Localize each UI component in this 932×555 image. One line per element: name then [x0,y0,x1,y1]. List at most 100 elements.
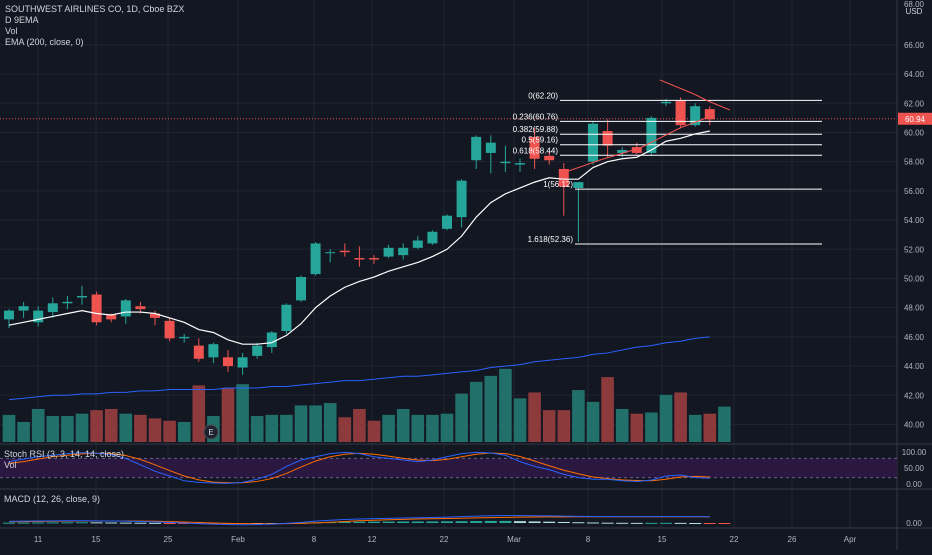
macd-histogram-bar [426,521,439,523]
candle-body [427,231,438,244]
volume-bar [688,414,702,442]
y-tick-label: 58.00 [904,158,925,167]
candle-body [529,136,540,159]
candle-body [704,109,715,120]
volume-bar [572,390,585,442]
y-tick-label: 40.00 [904,420,925,429]
volume-legend: Vol [5,26,18,36]
candle-body [4,310,14,320]
macd-histogram-bar [718,523,731,524]
macd-tick: 0.00 [906,519,922,528]
volume-bar [659,394,673,442]
candle-body [544,155,555,161]
x-tick-label: Apr [844,535,857,544]
candle-body [47,303,58,313]
candle-body [252,345,263,356]
volume-bar [382,414,395,442]
candle-body [193,345,204,359]
volume-bar [61,416,74,442]
candle-body [150,313,160,318]
macd-histogram-bar [499,520,512,523]
volume-bar [367,420,381,442]
fib-level-label: 0.382(59.88) [513,125,559,134]
macd-histogram-bar [397,521,410,523]
candle-body [675,100,686,126]
candle-body [588,123,598,162]
candle-body [106,314,117,320]
candle-body [120,300,131,317]
macd-histogram-bar [441,521,453,523]
candle-body [631,147,642,153]
x-tick-label: 11 [34,535,43,544]
ema200-legend: EMA (200, close, 0) [5,37,84,47]
macd-histogram-bar [411,521,424,523]
x-tick-label: 15 [92,535,101,544]
candle-body [237,357,248,368]
macd-histogram-bar [572,522,585,524]
volume-bar [177,421,191,442]
candle-body [310,243,321,275]
macd-histogram-bar [76,522,88,524]
volume-bar [280,414,293,442]
x-tick-label: Mar [507,535,521,544]
macd-histogram-bar [470,521,483,523]
y-tick-label: 44.00 [904,362,925,371]
volume-bar [2,414,16,442]
candle-body [661,101,671,104]
candle-body [398,247,409,256]
volume-bar [469,381,483,442]
macd-histogram-bar [543,521,556,523]
symbol-title: SOUTHWEST AIRLINES CO, 1D, Cboe BZX [5,4,185,14]
currency-label: USD [906,7,923,16]
macd-histogram-bar [601,522,614,524]
volume-bar [75,413,89,442]
y-tick-label: 50.00 [904,274,925,283]
macd-histogram-bar [46,522,59,524]
candle-body [33,310,44,323]
volume-bar [615,408,629,442]
macd-histogram-bar [105,522,118,524]
volume-bar [46,416,60,442]
candle-body [515,163,525,165]
last-price-tag [898,112,932,125]
fib-level-label: 0.236(60.76) [513,112,559,121]
volume-bar [557,410,571,442]
volume-bar [499,368,512,442]
candle-body [135,306,146,310]
earnings-marker [203,424,219,440]
ema9-line [8,130,710,345]
macd-histogram-bar [616,522,629,524]
candle-body [573,182,584,188]
macd-histogram-bar [90,522,103,524]
volume-bar [542,410,556,442]
volume-bar [484,375,498,442]
volume-bar [192,385,206,442]
x-tick-label: 8 [586,535,591,544]
y-tick-label: 56.00 [904,187,925,196]
candle-body [18,306,29,311]
candle-body [471,136,482,161]
volume-bar [674,392,687,442]
macd-histogram-bar [587,522,599,524]
y-tick-label: 62.00 [904,99,925,108]
fib-level-label: 0.618(58.44) [513,146,559,155]
candle-body [558,168,569,187]
candle-body [91,294,102,323]
volume-bar [31,408,45,442]
volume-bar [396,408,410,442]
fib-level-label: 1.618(52.36) [528,235,574,244]
macd-histogram-bar [674,522,687,524]
candle-body [617,150,628,153]
macd-histogram-bar [689,523,702,524]
volume-bar [221,387,235,442]
volume-bar [323,403,337,442]
macd-histogram-bar [368,521,380,523]
trend-line-lower [559,117,707,175]
candle-body [442,215,452,229]
macd-histogram-bar [3,522,15,524]
chart-legend: SOUTHWEST AIRLINES CO, 1D, Cboe BZX D 9E… [5,4,184,48]
y-tick-label: 48.00 [904,304,925,313]
ema9-legend: D 9EMA [5,15,39,25]
